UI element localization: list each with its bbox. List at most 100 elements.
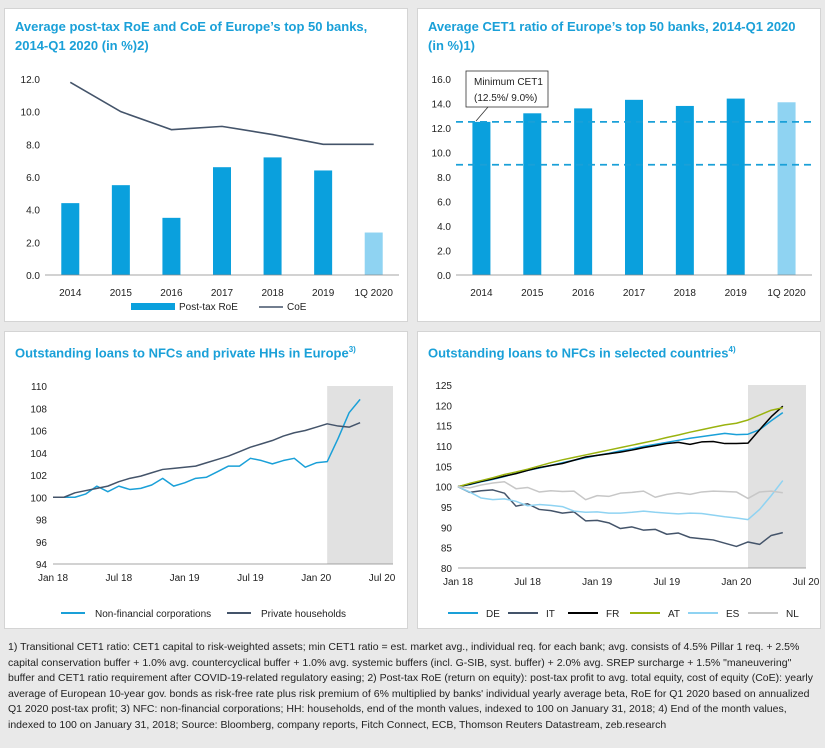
loans-europe-chart: 110 108 106 104 102 100 98 96 94 Jan 18 Jul 18 Jan … xyxy=(30,382,396,620)
x-tick-label: 1Q 2020 xyxy=(355,288,394,299)
y-tick-label: 110 xyxy=(31,382,47,393)
x-tick-label: 2016 xyxy=(572,288,595,299)
y-tick-label: 96 xyxy=(36,538,48,549)
line-series-non-financial-corporations xyxy=(53,398,361,498)
bar-cet1-1Q 2020 xyxy=(777,102,796,276)
y-tick-label: 95 xyxy=(441,503,453,514)
annotation-box xyxy=(465,70,549,108)
annotation-text: (12.5%/ 9.0%) xyxy=(474,93,537,104)
line-series-es xyxy=(457,480,784,521)
x-tick-label: 2018 xyxy=(674,288,697,299)
chart-title-loans-europe: Outstanding loans to NFCs and private HH… xyxy=(15,345,356,361)
x-tick-label: Jan 20 xyxy=(721,577,751,588)
legend-label: AT xyxy=(668,609,680,620)
y-tick-label: 105 xyxy=(435,462,452,473)
y-tick-label: 16.0 xyxy=(432,75,452,86)
bar-roe-1Q 2020 xyxy=(364,232,383,275)
x-tick-label: Jan 18 xyxy=(38,573,68,584)
x-tick-label: 2019 xyxy=(312,288,335,299)
bar-roe-2015 xyxy=(111,185,130,275)
y-tick-label: 98 xyxy=(36,516,48,527)
x-tick-label: 1Q 2020 xyxy=(767,288,806,299)
legend-label-coe: CoE xyxy=(287,302,307,313)
legend-label: ES xyxy=(726,609,740,620)
bar-roe-2017 xyxy=(213,167,231,275)
y-tick-label: 110 xyxy=(436,442,452,453)
y-tick-label: 108 xyxy=(30,404,47,415)
y-tick-label: 2.0 xyxy=(437,247,451,258)
x-tick-label: Jul 18 xyxy=(514,577,541,588)
shaded-area xyxy=(327,386,393,564)
legend-label: FR xyxy=(606,609,619,620)
y-tick-label: 12.0 xyxy=(21,75,41,86)
line-coe xyxy=(69,81,374,146)
cet1-chart: 16.0 14.0 12.0 10.0 8.0 6.0 4.0 2.0 0.0 2014 2015 2… xyxy=(432,70,812,299)
y-tick-label: 14.0 xyxy=(432,100,452,111)
bar-roe-2019 xyxy=(314,170,333,275)
y-tick-label: 6.0 xyxy=(437,198,451,209)
x-tick-label: 2019 xyxy=(725,288,748,299)
y-tick-label: 0.0 xyxy=(437,271,451,282)
bar-cet1-2015 xyxy=(523,113,542,275)
annotation-text: Minimum CET1 xyxy=(474,77,543,88)
annotation-pointer xyxy=(475,106,489,122)
legend-label-roe: Post-tax RoE xyxy=(179,302,238,313)
line-series-private-households xyxy=(53,422,361,498)
x-tick-label: 2017 xyxy=(623,288,646,299)
y-tick-label: 85 xyxy=(441,544,453,555)
x-tick-label: Jan 19 xyxy=(582,577,612,588)
y-tick-label: 10.0 xyxy=(432,149,452,160)
x-tick-label: Jul 19 xyxy=(237,573,264,584)
bar-cet1-2018 xyxy=(675,105,694,275)
chart-panel-roe-coe: Average post-tax RoE and CoE of Europe’s… xyxy=(4,8,408,322)
x-tick-label: Jul 19 xyxy=(653,577,680,588)
bar-cet1-2017 xyxy=(625,99,643,275)
roe-coe-chart: 12.0 10.0 8.0 6.0 4.0 2.0 0.0 2014 2015 2016 2017 2… xyxy=(21,75,399,313)
line-series-it xyxy=(457,485,783,548)
x-tick-label: 2018 xyxy=(261,288,284,299)
y-tick-label: 120 xyxy=(435,401,452,412)
y-tick-label: 100 xyxy=(435,483,452,494)
chart-panel-loans-europe: Outstanding loans to NFCs and private HH… xyxy=(4,331,408,629)
loans-countries-chart: 125 120 115 110 105 100 95 90 85 80 Jan 18 Jul 18 Ja… xyxy=(435,381,819,620)
y-tick-label: 106 xyxy=(30,427,47,438)
chart-panel-loans-countries: Outstanding loans to NFCs in selected co… xyxy=(417,331,821,629)
shaded-area xyxy=(748,385,806,568)
y-tick-label: 8.0 xyxy=(437,173,451,184)
legend-label: Private households xyxy=(261,609,346,620)
y-tick-label: 115 xyxy=(436,422,452,433)
y-tick-label: 125 xyxy=(435,381,452,392)
footnote: 1) Transitional CET1 ratio: CET1 capital… xyxy=(8,641,813,731)
x-tick-label: Jul 20 xyxy=(369,573,396,584)
legend-label: IT xyxy=(546,609,555,620)
line-series-fr xyxy=(457,405,784,488)
y-tick-label: 6.0 xyxy=(26,173,40,184)
x-tick-label: Jan 18 xyxy=(443,577,473,588)
legend-label: Non-financial corporations xyxy=(95,609,211,620)
y-tick-label: 4.0 xyxy=(437,222,451,233)
chart-title-cet1: Average CET1 ratio of Europe’s top 50 ba… xyxy=(428,19,796,53)
chart-title-roe-coe: Average post-tax RoE and CoE of Europe’s… xyxy=(15,19,368,53)
x-tick-label: 2015 xyxy=(521,288,544,299)
bar-roe-2016 xyxy=(162,217,181,275)
chart-panel-cet1: Average CET1 ratio of Europe’s top 50 ba… xyxy=(417,8,821,322)
line-series-nl xyxy=(457,481,783,501)
x-tick-label: 2016 xyxy=(160,288,183,299)
y-tick-label: 0.0 xyxy=(26,271,40,282)
legend-label: DE xyxy=(486,609,500,620)
bar-roe-2014 xyxy=(61,203,80,275)
x-tick-label: 2014 xyxy=(59,288,82,299)
y-tick-label: 102 xyxy=(30,471,47,482)
y-tick-label: 90 xyxy=(441,523,453,534)
legend-swatch-roe xyxy=(131,303,175,310)
y-tick-label: 4.0 xyxy=(26,206,40,217)
y-tick-label: 10.0 xyxy=(21,108,41,119)
x-tick-label: Jul 18 xyxy=(105,573,132,584)
y-tick-label: 2.0 xyxy=(26,238,40,249)
x-tick-label: Jan 20 xyxy=(301,573,331,584)
bar-cet1-2019 xyxy=(726,98,745,275)
y-tick-label: 100 xyxy=(30,493,47,504)
legend-label: NL xyxy=(786,609,799,620)
y-tick-label: 8.0 xyxy=(26,140,40,151)
line-series-at xyxy=(457,407,783,488)
